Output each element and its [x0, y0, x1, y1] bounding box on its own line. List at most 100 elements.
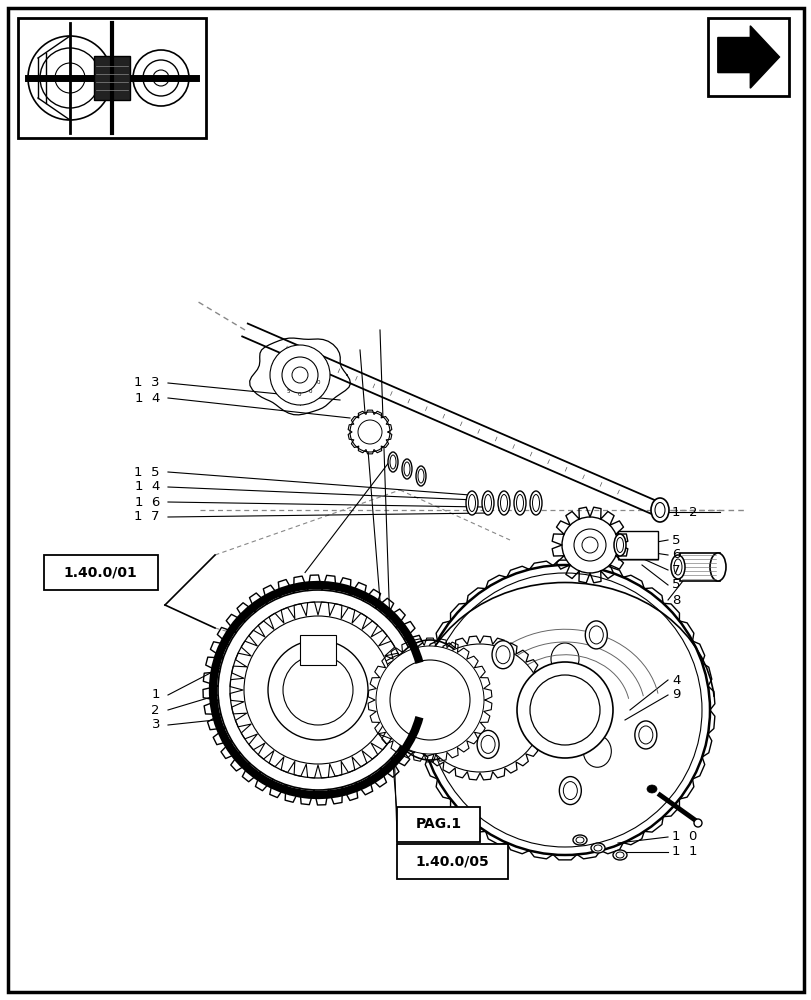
Ellipse shape — [650, 498, 668, 522]
Text: 0: 0 — [309, 389, 312, 394]
Ellipse shape — [709, 553, 725, 581]
Circle shape — [230, 602, 406, 778]
Ellipse shape — [388, 452, 397, 472]
Ellipse shape — [575, 837, 583, 843]
Ellipse shape — [563, 782, 577, 800]
Text: 1  7: 1 7 — [135, 510, 160, 524]
Circle shape — [358, 420, 381, 444]
Bar — [617, 531, 657, 559]
Text: 1: 1 — [152, 688, 160, 702]
Ellipse shape — [389, 455, 396, 469]
FancyBboxPatch shape — [397, 807, 479, 842]
Bar — [94, 56, 130, 100]
Circle shape — [427, 573, 702, 847]
Ellipse shape — [466, 491, 478, 515]
Ellipse shape — [482, 491, 493, 515]
Bar — [707, 18, 788, 96]
Circle shape — [530, 675, 599, 745]
Ellipse shape — [634, 721, 656, 749]
Ellipse shape — [612, 850, 626, 860]
Circle shape — [581, 537, 597, 553]
Text: 1  3: 1 3 — [135, 376, 160, 389]
Ellipse shape — [516, 494, 523, 512]
Ellipse shape — [654, 502, 664, 518]
Circle shape — [217, 590, 418, 790]
Bar — [299, 635, 336, 665]
Circle shape — [243, 616, 392, 764]
Ellipse shape — [582, 735, 611, 767]
Text: 0: 0 — [316, 380, 320, 385]
Text: 5: 5 — [672, 578, 680, 591]
Text: 1.40.0/05: 1.40.0/05 — [415, 854, 489, 868]
Ellipse shape — [573, 835, 586, 845]
Ellipse shape — [613, 534, 625, 556]
Ellipse shape — [384, 640, 474, 760]
Ellipse shape — [594, 845, 601, 851]
Ellipse shape — [480, 735, 495, 753]
Circle shape — [152, 70, 169, 86]
Text: 6: 6 — [672, 548, 680, 562]
Text: 1  4: 1 4 — [135, 391, 160, 404]
Ellipse shape — [590, 843, 604, 853]
Circle shape — [415, 644, 543, 772]
Text: 3: 3 — [152, 718, 160, 732]
Text: 5: 5 — [672, 534, 680, 546]
Ellipse shape — [401, 459, 411, 479]
Circle shape — [283, 655, 353, 725]
Text: 1  0: 1 0 — [672, 830, 697, 843]
Ellipse shape — [468, 494, 475, 512]
Ellipse shape — [491, 641, 513, 669]
Ellipse shape — [500, 494, 507, 512]
FancyBboxPatch shape — [397, 844, 508, 879]
Ellipse shape — [496, 646, 509, 664]
Text: 0: 0 — [298, 392, 301, 397]
Ellipse shape — [497, 491, 509, 515]
Text: 1  2: 1 2 — [672, 506, 697, 518]
Text: PAG.1: PAG.1 — [415, 817, 461, 831]
Ellipse shape — [530, 491, 541, 515]
Circle shape — [55, 63, 85, 93]
Circle shape — [270, 345, 329, 405]
Text: 2: 2 — [152, 704, 160, 716]
Ellipse shape — [616, 852, 623, 858]
Circle shape — [281, 357, 318, 393]
Text: 1  5: 1 5 — [135, 466, 160, 479]
Ellipse shape — [532, 494, 539, 512]
Ellipse shape — [404, 462, 410, 476]
Text: 1  6: 1 6 — [135, 495, 160, 508]
Circle shape — [143, 60, 178, 96]
Text: 7: 7 — [672, 564, 680, 576]
Circle shape — [28, 36, 112, 120]
Bar — [679, 553, 719, 581]
Circle shape — [517, 662, 612, 758]
Circle shape — [40, 48, 100, 108]
Ellipse shape — [646, 785, 656, 793]
Circle shape — [350, 412, 389, 452]
Text: 4: 4 — [672, 674, 680, 686]
Ellipse shape — [559, 777, 581, 805]
Circle shape — [268, 640, 367, 740]
Text: 1.40.0/01: 1.40.0/01 — [64, 566, 137, 580]
Circle shape — [419, 565, 709, 855]
Circle shape — [292, 367, 307, 383]
Ellipse shape — [484, 494, 491, 512]
Ellipse shape — [513, 491, 526, 515]
Circle shape — [561, 517, 617, 573]
Ellipse shape — [477, 730, 499, 758]
Circle shape — [375, 646, 483, 754]
Ellipse shape — [418, 469, 423, 483]
Ellipse shape — [415, 466, 426, 486]
Text: 5: 5 — [286, 389, 290, 394]
Text: 1  4: 1 4 — [135, 481, 160, 493]
Circle shape — [693, 819, 702, 827]
Ellipse shape — [673, 559, 681, 575]
Text: 1  1: 1 1 — [672, 845, 697, 858]
Ellipse shape — [551, 643, 578, 675]
Text: 8: 8 — [672, 593, 680, 606]
Circle shape — [389, 660, 470, 740]
Circle shape — [573, 529, 605, 561]
Ellipse shape — [670, 555, 684, 579]
FancyBboxPatch shape — [44, 555, 157, 590]
Text: 9: 9 — [672, 688, 680, 702]
Ellipse shape — [585, 621, 607, 649]
